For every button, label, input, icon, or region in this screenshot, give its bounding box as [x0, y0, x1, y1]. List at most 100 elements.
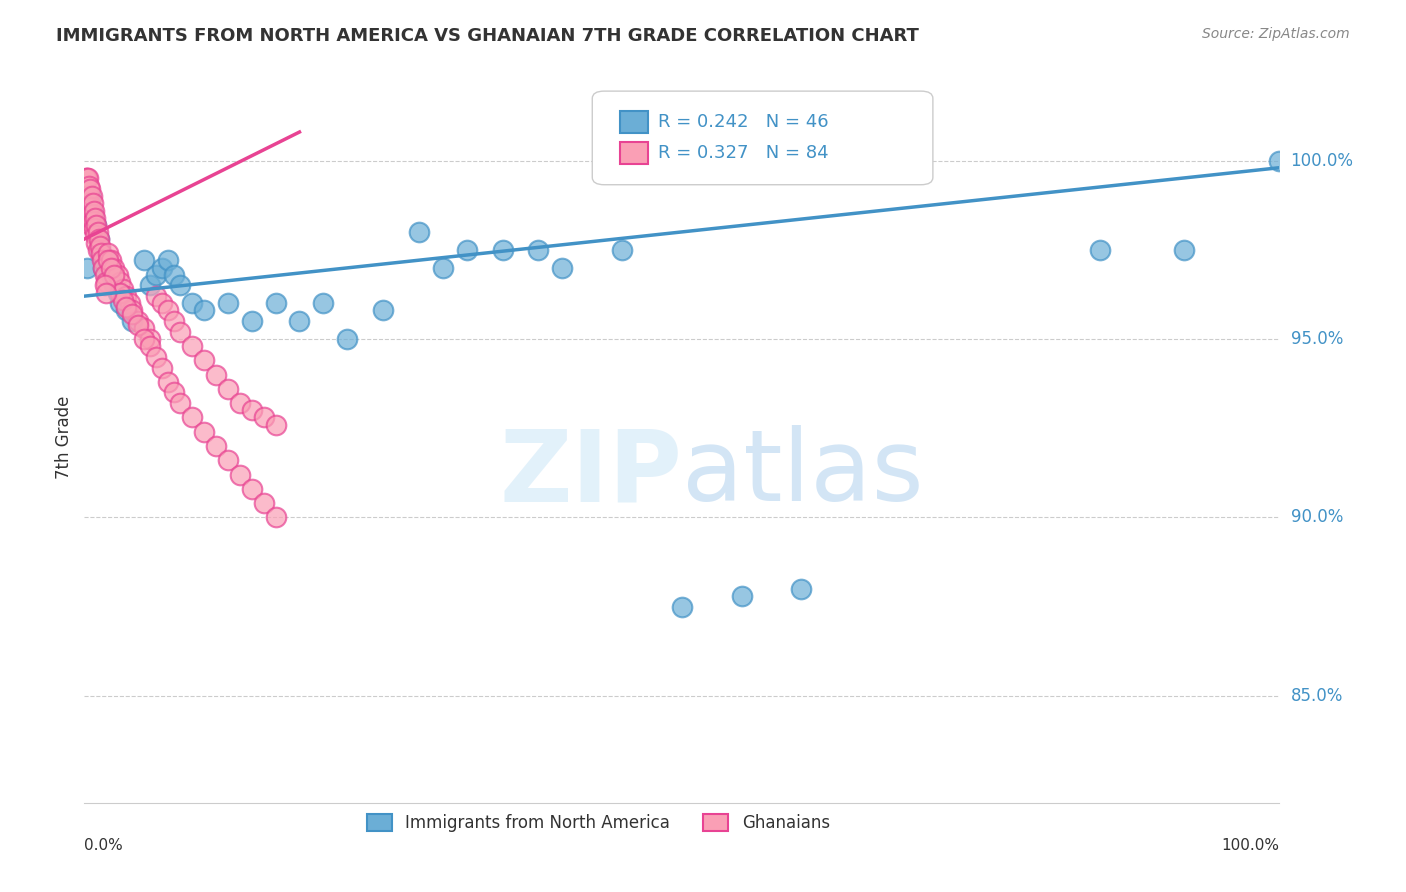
- Point: [83, 221, 105, 235]
- Point: [163, 268, 186, 282]
- Point: [82, 196, 104, 211]
- Point: [253, 410, 276, 425]
- Point: [312, 296, 335, 310]
- Text: R = 0.327   N = 84: R = 0.327 N = 84: [658, 144, 828, 161]
- Point: [86, 218, 108, 232]
- Point: [1090, 243, 1112, 257]
- Text: 95.0%: 95.0%: [1291, 330, 1343, 348]
- Point: [76, 260, 98, 275]
- Point: [253, 496, 276, 510]
- Point: [75, 189, 97, 203]
- Point: [612, 243, 634, 257]
- Point: [527, 243, 550, 257]
- Point: [75, 207, 97, 221]
- Point: [94, 253, 117, 268]
- Point: [100, 253, 122, 268]
- Point: [76, 207, 98, 221]
- Point: [217, 382, 239, 396]
- Point: [790, 582, 813, 596]
- Point: [94, 285, 117, 300]
- Text: ZIP: ZIP: [499, 425, 682, 522]
- Point: [264, 510, 287, 524]
- Text: R = 0.242   N = 46: R = 0.242 N = 46: [658, 112, 828, 131]
- Point: [80, 207, 103, 221]
- Point: [86, 243, 108, 257]
- Point: [87, 232, 110, 246]
- Point: [121, 303, 143, 318]
- Point: [169, 278, 191, 293]
- Point: [93, 278, 115, 293]
- Point: [77, 178, 100, 193]
- Point: [91, 253, 114, 268]
- Point: [93, 260, 115, 275]
- Point: [110, 285, 132, 300]
- Point: [240, 403, 263, 417]
- Point: [118, 296, 141, 310]
- Legend: Immigrants from North America, Ghanaians: Immigrants from North America, Ghanaians: [360, 807, 837, 838]
- Text: atlas: atlas: [682, 425, 924, 522]
- Point: [100, 260, 122, 275]
- Point: [79, 189, 101, 203]
- Point: [169, 325, 191, 339]
- Point: [139, 339, 162, 353]
- Point: [93, 260, 115, 275]
- Point: [111, 282, 134, 296]
- Point: [82, 207, 104, 221]
- Point: [288, 314, 311, 328]
- Bar: [620, 142, 648, 163]
- Point: [83, 214, 105, 228]
- Point: [97, 253, 120, 268]
- Point: [229, 467, 252, 482]
- Point: [110, 296, 132, 310]
- Point: [115, 300, 138, 314]
- Point: [181, 296, 204, 310]
- Point: [83, 203, 105, 218]
- Point: [150, 360, 173, 375]
- Point: [456, 243, 478, 257]
- Point: [89, 243, 111, 257]
- Point: [76, 189, 98, 203]
- Point: [181, 339, 204, 353]
- Point: [193, 353, 215, 368]
- Text: IMMIGRANTS FROM NORTH AMERICA VS GHANAIAN 7TH GRADE CORRELATION CHART: IMMIGRANTS FROM NORTH AMERICA VS GHANAIA…: [56, 27, 920, 45]
- Point: [107, 285, 129, 300]
- Point: [89, 239, 111, 253]
- Point: [103, 268, 125, 282]
- Point: [84, 228, 107, 243]
- Point: [132, 253, 156, 268]
- Point: [240, 482, 263, 496]
- Point: [132, 332, 156, 346]
- Point: [86, 235, 108, 250]
- Point: [139, 332, 162, 346]
- Point: [84, 211, 107, 225]
- Point: [157, 375, 180, 389]
- Point: [217, 296, 239, 310]
- Point: [79, 182, 101, 196]
- Point: [97, 246, 120, 260]
- Point: [127, 318, 149, 332]
- Point: [121, 307, 143, 321]
- Point: [86, 218, 108, 232]
- Point: [169, 396, 191, 410]
- Point: [107, 268, 129, 282]
- Point: [150, 260, 173, 275]
- Point: [139, 278, 162, 293]
- Point: [731, 589, 754, 603]
- Point: [103, 278, 125, 293]
- Point: [150, 296, 173, 310]
- Point: [76, 171, 98, 186]
- Point: [492, 243, 515, 257]
- Bar: [620, 111, 648, 133]
- Point: [80, 189, 103, 203]
- Point: [121, 314, 143, 328]
- Point: [264, 296, 287, 310]
- Point: [193, 303, 215, 318]
- Point: [90, 246, 112, 260]
- Point: [82, 214, 104, 228]
- Point: [145, 289, 167, 303]
- Point: [240, 314, 263, 328]
- Point: [87, 232, 110, 246]
- Point: [157, 303, 180, 318]
- Point: [94, 275, 117, 289]
- Point: [91, 250, 114, 264]
